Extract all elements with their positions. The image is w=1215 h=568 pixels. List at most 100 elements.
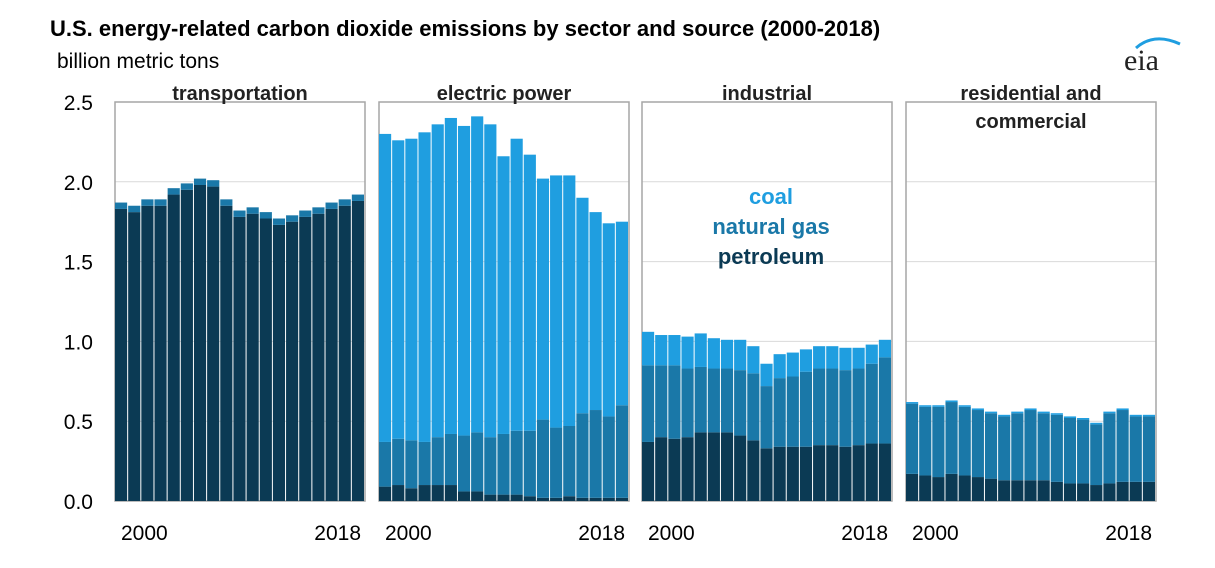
bar-petroleum-2001 [919,475,932,501]
x-tick-label: 2000 [385,522,432,545]
bar-coal-2014 [1090,422,1103,425]
bar-petroleum-2006 [720,432,734,501]
bar-natural-gas-2014 [1090,424,1103,486]
bar-natural-gas-2002 [405,440,418,489]
bar-natural-gas-2014 [563,425,576,497]
bar-petroleum-2007 [734,435,747,501]
bar-natural-gas-2012 [536,419,550,498]
panel-label: commercial [975,111,1086,133]
bar-petroleum-2015 [1103,483,1116,501]
bar-petroleum-2001 [655,437,668,501]
bar-coal-2015 [576,197,589,414]
bar-petroleum-2008 [1011,480,1024,501]
bar-petroleum-2018 [878,443,891,501]
bar-natural-gas-2004 [431,437,444,486]
bar-coal-2003 [945,400,958,403]
panel-electric-power: electric power 2000 2018 [378,83,630,545]
y-tick-label: 2.5 [64,92,93,115]
bar-petroleum-2015 [839,446,852,501]
y-axis-ticks: 0.0 0.5 1.0 1.5 2.0 2.5 [64,92,93,514]
bar-natural-gas-2009 [760,386,773,449]
bar-coal-2010 [1037,411,1050,414]
bar-petroleum-2016 [325,208,338,501]
bar-natural-gas-2007 [998,416,1011,481]
bar-natural-gas-2013 [813,368,826,446]
logo-swoosh-icon [1135,37,1181,50]
bar-petroleum-2006 [457,491,471,501]
bar-petroleum-2005 [707,432,720,501]
legend-coal: coal [749,184,793,209]
bar-natural-gas-2015 [576,413,589,498]
sector-panels: transportation 2000 2018 electric power 2000… [114,83,1157,545]
x-tick-label: 2000 [648,522,695,545]
legend-natural-gas: natural gas [712,214,829,239]
bar-natural-gas-2018 [615,405,628,498]
bar-petroleum-2009 [233,216,246,501]
bar-petroleum-2008 [484,494,497,501]
bar-natural-gas-2005 [180,183,193,190]
bar-natural-gas-2012 [1063,418,1077,484]
bar-coal-2001 [919,405,932,407]
panel-label: residential and [960,83,1101,105]
bar-coal-2002 [405,138,418,441]
bar-petroleum-2004 [431,485,444,501]
bar-petroleum-2003 [418,485,431,501]
bar-natural-gas-2002 [668,365,681,439]
bar-coal-2012 [1063,416,1077,419]
bar-petroleum-2018 [1142,481,1155,501]
bar-petroleum-2013 [550,497,563,501]
bar-coal-2011 [786,352,799,377]
bar-natural-gas-2009 [497,433,510,495]
bar-natural-gas-2016 [852,368,865,446]
bar-petroleum-2001 [128,212,141,501]
bar-petroleum-2002 [141,205,154,502]
bar-natural-gas-2016 [1116,410,1129,482]
bar-natural-gas-2008 [484,437,497,495]
bar-petroleum-2010 [1037,480,1050,501]
bar-coal-2004 [694,333,707,367]
legend-petroleum: petroleum [718,244,824,269]
bar-natural-gas-2016 [589,410,602,498]
bar-natural-gas-2003 [945,402,958,474]
bar-coal-2008 [747,346,760,374]
bar-natural-gas-2000 [115,202,128,209]
bar-petroleum-2014 [1090,485,1103,501]
bar-petroleum-2001 [392,485,405,501]
bar-coal-2017 [602,223,615,417]
bar-petroleum-2004 [958,475,971,501]
bar-petroleum-2000 [379,486,392,501]
bar-natural-gas-2004 [958,406,971,476]
x-tick-label: 2018 [841,522,888,545]
bar-petroleum-2013 [286,221,299,501]
bar-natural-gas-2015 [1103,413,1116,484]
bar-petroleum-2007 [207,186,220,501]
bar-natural-gas-2006 [193,178,207,185]
bar-natural-gas-2012 [272,218,286,225]
bar-coal-2003 [418,132,431,442]
bar-petroleum-2010 [246,213,259,501]
bar-petroleum-2016 [589,497,602,501]
bar-coal-2017 [1129,414,1142,417]
eia-logo: eia [1120,36,1200,77]
bar-coal-2005 [707,338,720,369]
bar-coal-2008 [1011,411,1024,414]
bar-petroleum-2016 [852,445,865,501]
panel-industrial: industrial 2000 2018 [641,83,893,545]
x-tick-label: 2018 [1105,522,1152,545]
y-tick-label: 1.5 [64,252,93,275]
bar-natural-gas-2003 [681,368,694,438]
bar-coal-2006 [984,411,998,414]
bar-natural-gas-2010 [246,207,259,214]
bar-natural-gas-2008 [220,199,233,206]
bar-petroleum-2017 [602,497,615,501]
bar-natural-gas-2015 [839,370,852,447]
bar-coal-2004 [431,124,444,438]
bar-natural-gas-2006 [720,368,734,433]
bar-coal-2000 [379,133,392,442]
bar-coal-2018 [1142,414,1155,417]
bar-natural-gas-2011 [786,376,799,447]
bar-petroleum-2005 [444,485,457,501]
bar-coal-2004 [958,405,971,407]
bar-petroleum-2007 [998,480,1011,501]
panel-residential-and-commercial: residential and commercial 2000 2018 [905,83,1157,545]
